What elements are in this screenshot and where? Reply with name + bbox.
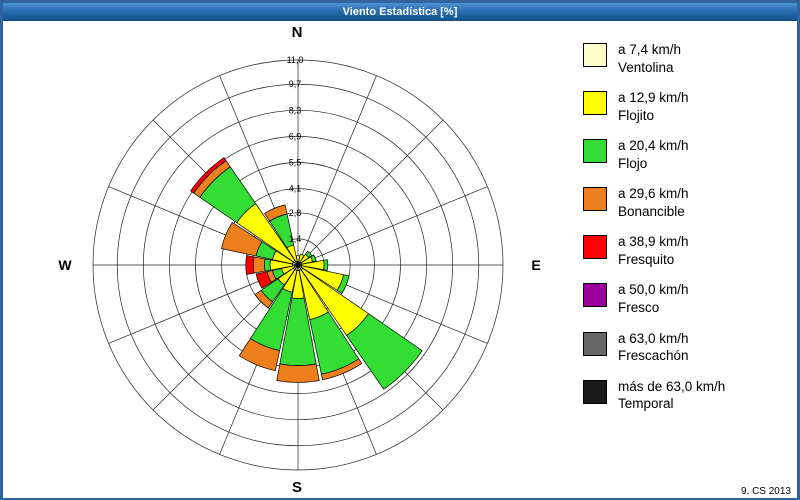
legend-label: Temporal xyxy=(618,396,674,412)
legend-swatch-temporal xyxy=(583,379,607,404)
legend-label: Frescachón xyxy=(618,348,689,364)
svg-text:4,1: 4,1 xyxy=(289,184,302,194)
svg-text:11,0: 11,0 xyxy=(287,55,304,65)
svg-text:E: E xyxy=(531,257,540,273)
legend-speed: a 38,9 km/h xyxy=(618,234,689,250)
chart-legend: a 7,4 km/h Ventolina a 12,9 km/h Flojito… xyxy=(583,41,725,413)
legend-label: Ventolina xyxy=(618,59,674,75)
legend-swatch-frescachon xyxy=(583,331,607,356)
svg-text:W: W xyxy=(58,257,72,273)
legend-swatch-fresco xyxy=(583,283,607,308)
legend-item-fresco: a 50,0 km/h Fresco xyxy=(583,281,725,316)
legend-speed: a 50,0 km/h xyxy=(618,282,689,298)
legend-item-frescachon: a 63,0 km/h Frescachón xyxy=(583,330,725,365)
svg-text:S: S xyxy=(292,479,302,496)
svg-text:8,3: 8,3 xyxy=(289,105,302,115)
window-titlebar: Viento Estadística [%] xyxy=(3,3,797,21)
legend-speed: a 63,0 km/h xyxy=(618,330,689,346)
legend-item-fresquito: a 38,9 km/h Fresquito xyxy=(583,233,725,268)
window-title: Viento Estadística [%] xyxy=(342,5,458,18)
legend-speed: a 29,6 km/h xyxy=(618,186,689,202)
legend-item-bonancible: a 29,6 km/h Bonancible xyxy=(583,185,725,220)
legend-swatch-fresquito xyxy=(583,235,607,260)
legend-swatch-flojito xyxy=(583,91,607,116)
legend-swatch-bonancible xyxy=(583,187,607,212)
svg-text:2,8: 2,8 xyxy=(289,208,302,218)
copyright-text: 9. CS 2013 xyxy=(740,486,791,497)
legend-label: Flojo xyxy=(618,155,648,171)
svg-text:5,5: 5,5 xyxy=(289,158,302,168)
wind-rose-chart: 1,4 2,8 4,1 5,5 6,9 8,3 9,7 11,0 N S W E xyxy=(58,24,540,496)
chart-area: 1,4 2,8 4,1 5,5 6,9 8,3 9,7 11,0 N S W E a 7,4 km/h… xyxy=(3,21,797,498)
legend-label: Fresquito xyxy=(618,251,675,267)
legend-label: Fresco xyxy=(618,300,660,316)
svg-text:1,4: 1,4 xyxy=(289,234,302,244)
svg-text:N: N xyxy=(292,24,303,41)
legend-item-flojito: a 12,9 km/h Flojito xyxy=(583,89,725,124)
legend-swatch-flojo xyxy=(583,139,607,164)
legend-speed: más de 63,0 km/h xyxy=(618,378,726,394)
legend-item-flojo: a 20,4 km/h Flojo xyxy=(583,137,725,172)
legend-item-temporal: más de 63,0 km/h Temporal xyxy=(583,378,725,413)
legend-swatch-ventolina xyxy=(583,43,607,67)
legend-speed: a 20,4 km/h xyxy=(618,138,689,154)
legend-speed: a 12,9 km/h xyxy=(618,90,689,106)
legend-item-ventolina: a 7,4 km/h Ventolina xyxy=(583,41,725,76)
legend-speed: a 7,4 km/h xyxy=(618,42,682,57)
svg-text:9,7: 9,7 xyxy=(289,79,302,89)
legend-label: Flojito xyxy=(618,107,655,123)
legend-label: Bonancible xyxy=(618,203,685,219)
svg-text:6,9: 6,9 xyxy=(289,131,302,141)
